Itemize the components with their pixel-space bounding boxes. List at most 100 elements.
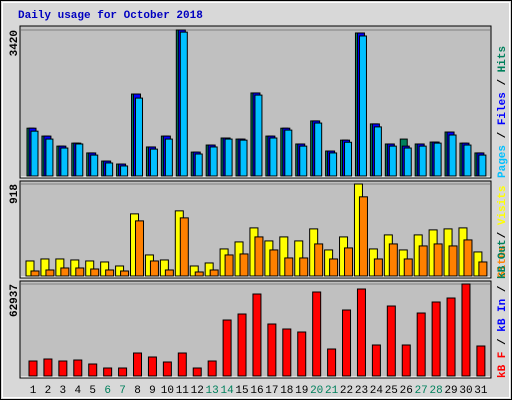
bar — [329, 258, 339, 277]
bar — [90, 268, 100, 277]
y-tick-label: 918 — [9, 184, 21, 204]
bar — [120, 270, 130, 277]
bar — [358, 35, 367, 177]
bar — [254, 94, 263, 177]
x-tick-label: 13 — [206, 385, 219, 397]
x-tick-label: 10 — [161, 385, 174, 397]
x-tick-label: 3 — [60, 385, 67, 397]
bar — [224, 138, 233, 177]
bar — [282, 328, 292, 377]
bar — [222, 319, 232, 377]
bar — [103, 367, 113, 377]
bar — [45, 269, 55, 277]
legend-entry: Hits — [497, 46, 509, 72]
bar — [386, 305, 396, 377]
bar — [45, 138, 54, 177]
bar — [28, 360, 38, 377]
bar — [30, 130, 39, 177]
bar — [388, 145, 397, 177]
bar — [105, 269, 115, 277]
bar — [162, 361, 172, 377]
legend-separator: / — [497, 72, 509, 92]
bar — [478, 154, 487, 177]
bar — [133, 352, 143, 377]
bar — [177, 352, 187, 377]
bar — [159, 259, 169, 277]
x-tick-label: 11 — [176, 385, 190, 397]
x-tick-label: 25 — [385, 385, 398, 397]
bar — [327, 348, 337, 377]
bar — [147, 356, 157, 377]
chart-title: Daily usage for October 2018 — [18, 10, 203, 22]
bar — [356, 288, 366, 377]
legend-separator: / — [497, 279, 509, 299]
bar — [194, 153, 203, 177]
bar — [164, 269, 174, 277]
bar — [194, 271, 204, 277]
bar — [90, 154, 99, 177]
bar — [416, 312, 426, 377]
bar — [58, 360, 68, 377]
bar — [239, 139, 248, 177]
x-tick-label: 30 — [459, 385, 472, 397]
legend-entry: Visits — [497, 186, 509, 226]
bar — [149, 148, 158, 177]
bar — [239, 253, 249, 277]
legend: kB F / kB In / kB Out — [497, 239, 509, 378]
bar — [120, 165, 129, 177]
bar — [135, 220, 145, 277]
legend-separator: / — [497, 225, 509, 245]
x-tick-label: 8 — [134, 385, 141, 397]
bar — [371, 344, 381, 377]
bar — [388, 243, 398, 277]
bar — [358, 196, 368, 277]
bar — [463, 144, 472, 177]
x-tick-label: 12 — [191, 385, 204, 397]
x-tick-label: 28 — [430, 385, 443, 397]
legend: Sites / Visits — [497, 186, 509, 278]
x-tick-label: 17 — [265, 385, 278, 397]
bar — [269, 137, 278, 177]
bar — [418, 145, 427, 177]
x-tick-label: 29 — [444, 385, 457, 397]
x-tick-label: 4 — [74, 385, 81, 397]
x-tick-label: 22 — [340, 385, 353, 397]
legend-separator: / — [497, 125, 509, 145]
bar — [75, 143, 84, 177]
bar — [40, 258, 50, 277]
bar — [463, 239, 473, 277]
bar — [60, 267, 70, 277]
x-tick-label: 31 — [474, 385, 488, 397]
bar — [403, 147, 412, 177]
bar — [299, 145, 308, 177]
bar — [329, 152, 338, 177]
bar — [207, 360, 217, 377]
bar — [401, 344, 411, 377]
bar — [30, 270, 40, 277]
bar — [297, 331, 307, 377]
bar — [279, 236, 289, 277]
bar — [55, 258, 65, 277]
bar — [237, 313, 247, 377]
bar — [373, 258, 383, 277]
bar — [224, 254, 234, 277]
bar — [209, 146, 218, 177]
bar — [118, 367, 128, 377]
bar — [149, 260, 159, 277]
bar — [433, 243, 443, 277]
bar — [284, 129, 293, 177]
bar — [418, 245, 428, 277]
bar — [105, 162, 114, 177]
bar — [461, 283, 471, 377]
x-tick-label: 16 — [250, 385, 263, 397]
x-tick-label: 24 — [370, 385, 384, 397]
bar — [100, 261, 110, 277]
bar — [344, 141, 353, 177]
bar — [299, 257, 309, 277]
bar — [73, 359, 83, 377]
bar — [179, 217, 189, 277]
bar — [446, 297, 456, 377]
bar — [60, 147, 69, 177]
